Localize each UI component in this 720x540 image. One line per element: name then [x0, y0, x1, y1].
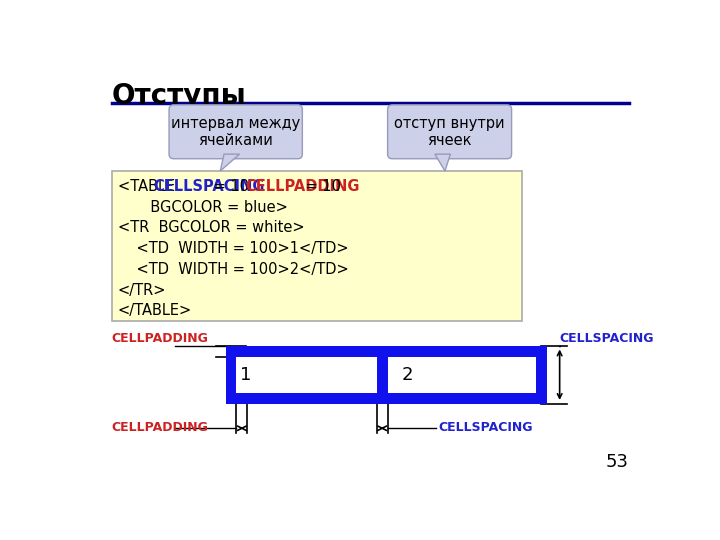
Text: CELLSPACING: CELLSPACING [153, 179, 265, 194]
Text: = 10: = 10 [301, 179, 341, 194]
Text: CELLSPACING: CELLSPACING [559, 332, 653, 345]
Text: 53: 53 [606, 454, 629, 471]
Text: отступ внутри
ячеек: отступ внутри ячеек [395, 116, 505, 148]
Text: 1: 1 [240, 366, 251, 384]
Text: <TD  WIDTH = 100>2</TD>: <TD WIDTH = 100>2</TD> [118, 262, 348, 277]
Text: Отступы: Отступы [112, 82, 246, 110]
Polygon shape [435, 154, 451, 171]
Bar [236, 356, 377, 393]
Text: CELLPADDING: CELLPADDING [112, 332, 209, 345]
Text: CELLSPACING: CELLSPACING [438, 421, 534, 434]
Text: </TR>: </TR> [118, 283, 166, 298]
Text: = 10: = 10 [210, 179, 258, 194]
Text: 2: 2 [402, 366, 413, 384]
Text: </TABLE>: </TABLE> [118, 303, 192, 319]
Bar [225, 346, 547, 403]
FancyBboxPatch shape [387, 105, 512, 159]
FancyBboxPatch shape [169, 105, 302, 159]
Text: интервал между
ячейками: интервал между ячейками [171, 116, 300, 148]
Text: CELLPADDING: CELLPADDING [245, 179, 359, 194]
Text: <TABLE: <TABLE [118, 179, 180, 194]
Polygon shape [220, 154, 240, 171]
Text: BGCOLOR = blue>: BGCOLOR = blue> [118, 200, 288, 214]
Text: <TD  WIDTH = 100>1</TD>: <TD WIDTH = 100>1</TD> [118, 241, 348, 256]
Bar [387, 356, 536, 393]
Text: CELLPADDING: CELLPADDING [112, 421, 209, 434]
FancyBboxPatch shape [112, 171, 523, 321]
Text: <TR  BGCOLOR = white>: <TR BGCOLOR = white> [118, 220, 305, 235]
